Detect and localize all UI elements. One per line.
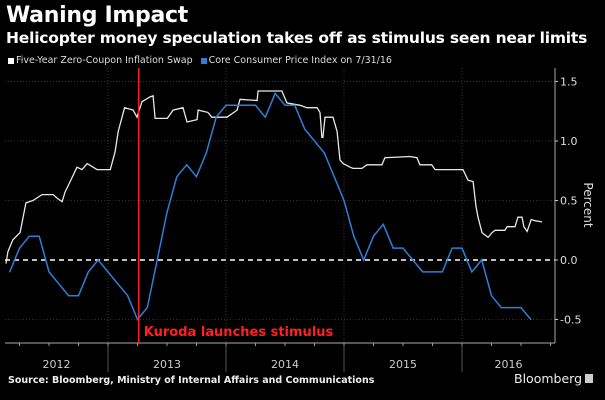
logo-icon xyxy=(585,374,593,383)
data-point-core-cpi xyxy=(245,104,247,106)
data-point-core-cpi xyxy=(412,259,414,261)
data-point-core-cpi xyxy=(353,235,355,237)
y-tick-label: 0.5 xyxy=(560,195,578,208)
y-axis-label: Percent xyxy=(581,182,595,227)
y-tick-label: 1.0 xyxy=(560,135,578,148)
data-point-core-cpi xyxy=(156,259,158,261)
data-point-core-cpi xyxy=(471,271,473,273)
data-point-core-cpi xyxy=(225,104,227,106)
data-point-core-cpi xyxy=(117,283,119,285)
data-point-core-cpi xyxy=(18,247,21,249)
data-point-core-cpi xyxy=(294,104,296,106)
data-point-core-cpi xyxy=(304,128,306,130)
data-point-core-cpi xyxy=(9,271,11,273)
data-point-core-cpi xyxy=(77,295,80,297)
legend-item-swap: Five-Year Zero-Coupon Inflation Swap xyxy=(8,55,193,66)
y-tick-label: 1.5 xyxy=(560,76,578,89)
data-point-core-cpi xyxy=(235,104,237,106)
y-tick-label: 0.0 xyxy=(560,254,578,267)
data-point-core-cpi xyxy=(481,259,483,261)
data-point-core-cpi xyxy=(323,152,325,154)
legend-swatch-swap xyxy=(8,57,14,64)
data-point-core-cpi xyxy=(451,247,453,249)
legend-item-cpi: Core Consumer Price Index on 7/31/16 xyxy=(200,55,392,66)
data-point-core-cpi xyxy=(176,176,178,178)
chart-subtitle: Helicopter money speculation takes off a… xyxy=(6,29,588,47)
data-point-core-cpi xyxy=(461,247,463,249)
logo-text: Bloomberg xyxy=(514,371,582,386)
data-point-core-cpi xyxy=(48,271,50,273)
data-point-core-cpi xyxy=(195,176,198,178)
x-tick-label: 2014 xyxy=(271,358,299,371)
data-point-core-cpi xyxy=(382,223,384,225)
x-tick-label: 2016 xyxy=(495,358,523,371)
kuroda-label: Kuroda launches stimulus xyxy=(144,325,334,340)
data-point-core-cpi xyxy=(363,259,365,261)
chart-title: Waning Impact xyxy=(6,3,188,28)
series-line-core-cpi xyxy=(9,91,532,321)
data-point-core-cpi xyxy=(274,92,276,94)
data-point-core-cpi xyxy=(402,247,404,249)
data-point-core-cpi xyxy=(254,104,257,106)
x-tick-label: 2013 xyxy=(153,358,181,371)
data-point-core-cpi xyxy=(87,271,89,273)
legend: Five-Year Zero-Coupon Inflation Swap Cor… xyxy=(8,55,392,66)
data-point-core-cpi xyxy=(38,235,40,237)
data-point-core-cpi xyxy=(510,307,512,309)
data-point-core-cpi xyxy=(136,318,139,321)
data-point-core-cpi xyxy=(166,211,168,213)
bloomberg-logo: Bloomberg xyxy=(514,371,593,386)
series-line-inflation-swap xyxy=(5,90,543,264)
data-point-core-cpi xyxy=(313,140,316,142)
data-point-core-cpi xyxy=(441,271,443,273)
x-tick-label: 2012 xyxy=(43,358,71,371)
data-point-core-cpi xyxy=(422,271,424,273)
data-point-core-cpi xyxy=(205,152,207,154)
data-point-core-cpi xyxy=(490,295,493,297)
data-point-core-cpi xyxy=(127,295,129,297)
data-point-core-cpi xyxy=(97,259,99,261)
legend-label-swap: Five-Year Zero-Coupon Inflation Swap xyxy=(16,55,193,66)
data-point-core-cpi xyxy=(28,235,30,237)
source-note: Source: Bloomberg, Ministry of Internal … xyxy=(8,375,375,386)
legend-label-cpi: Core Consumer Price Index on 7/31/16 xyxy=(208,55,392,66)
legend-swatch-cpi xyxy=(200,57,207,64)
data-point-core-cpi xyxy=(146,307,148,309)
data-point-core-cpi xyxy=(520,307,522,309)
data-point-core-cpi xyxy=(68,295,70,297)
data-point-core-cpi xyxy=(530,318,532,321)
data-point-core-cpi xyxy=(215,116,217,118)
data-point-core-cpi xyxy=(372,235,375,237)
data-point-core-cpi xyxy=(500,307,502,309)
data-point-core-cpi xyxy=(58,283,60,285)
data-point-core-cpi xyxy=(107,271,109,273)
x-tick-label: 2015 xyxy=(389,358,417,371)
data-point-core-cpi xyxy=(343,199,345,202)
data-point-core-cpi xyxy=(431,271,434,273)
data-point-core-cpi xyxy=(333,176,335,178)
data-point-core-cpi xyxy=(284,104,286,106)
data-point-core-cpi xyxy=(264,116,266,118)
y-tick-label: -0.5 xyxy=(560,314,581,327)
data-point-core-cpi xyxy=(186,164,188,166)
data-point-core-cpi xyxy=(392,247,394,249)
